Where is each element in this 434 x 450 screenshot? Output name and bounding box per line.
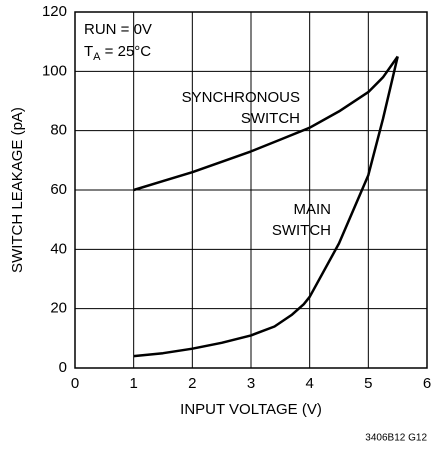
series-label: SYNCHRONOUS: [182, 89, 300, 106]
series-line: [133, 56, 399, 358]
x-tick-label: 2: [188, 375, 196, 392]
y-tick-label: 80: [50, 122, 67, 139]
annotation: T: [84, 43, 93, 60]
series-label: SWITCH: [241, 110, 300, 127]
x-tick-label: 4: [305, 375, 313, 392]
series-line: [133, 55, 399, 192]
annotation: RUN = 0V: [84, 21, 152, 38]
x-tick-label: 3: [247, 375, 255, 392]
y-axis-label: SWITCH LEAKAGE (pA): [9, 107, 26, 273]
x-tick-label: 5: [364, 375, 372, 392]
y-tick-label: 60: [50, 181, 67, 198]
annotation: = 25°C: [101, 43, 152, 60]
x-tick-label: 6: [423, 375, 431, 392]
annotation: TA = 25°C: [84, 43, 151, 63]
y-tick-label: 0: [59, 359, 67, 376]
y-tick-label: 100: [42, 62, 67, 79]
annotation: A: [93, 51, 101, 63]
y-tick-label: 40: [50, 240, 67, 257]
x-axis-label: INPUT VOLTAGE (V): [180, 401, 322, 418]
series-label: SWITCH: [272, 222, 331, 239]
x-tick-label: 1: [129, 375, 137, 392]
y-tick-label: 20: [50, 300, 67, 317]
series-label: MAIN: [294, 201, 332, 218]
x-tick-label: 0: [71, 375, 79, 392]
y-tick-label: 120: [42, 3, 67, 20]
footer: 3406B12 G12: [365, 433, 427, 444]
